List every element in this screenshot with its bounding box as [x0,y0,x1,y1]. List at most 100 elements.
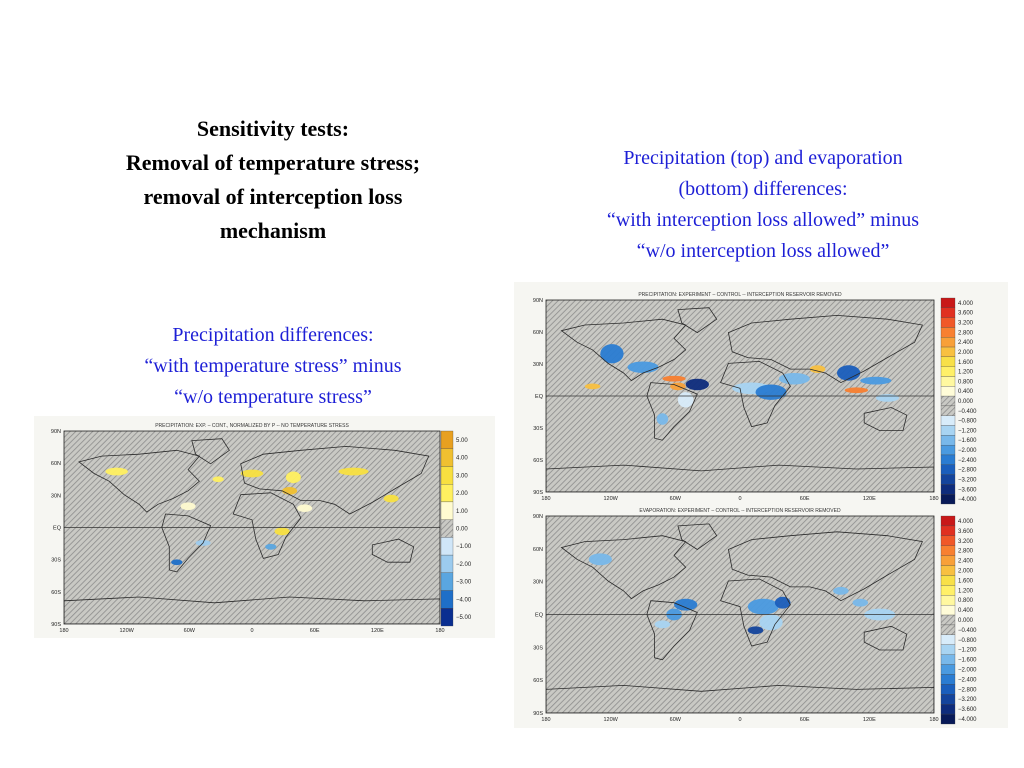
legend-swatch [440,501,454,520]
lon-tick-label: 180 [541,717,550,723]
temperature-stress-caption: Precipitation differences: “with tempera… [60,320,486,413]
anomaly-region [265,543,277,550]
legend-swatch [940,444,956,456]
legend-label: 3.00 [456,473,468,479]
anomaly-region [778,372,810,385]
coastline-australia [371,538,415,563]
legend-label: −0.400 [958,628,977,634]
anomaly-region [282,486,298,495]
legend-swatch [940,474,956,485]
lon-tick-label: 60E [310,628,320,634]
coastline-antarctica [546,684,934,713]
legend-swatch [440,519,454,538]
coastline-africa [232,492,302,559]
lon-tick-label: 60W [184,628,196,634]
anomaly-region [654,620,671,629]
anomaly-region [600,344,624,364]
legend-swatch [940,644,956,655]
coastline-north-america [78,449,201,513]
anomaly-region [860,376,892,385]
anomaly-region [588,553,612,566]
legend-label: −3.600 [958,707,977,713]
anomaly-region [584,383,601,390]
anomaly-region [274,527,290,536]
temperature-stress-precip-map: PRECIPITATION: EXP. – CONT., NORMALIZED … [34,416,495,638]
legend-swatch [440,554,454,573]
legend-label: −0.800 [958,419,977,425]
map-title: PRECIPITATION: EXPERIMENT – CONTROL -- I… [638,292,842,298]
legend-swatch [940,515,956,527]
lat-tick-label: 90N [533,298,543,304]
legend-swatch [940,674,956,685]
legend-swatch [940,595,956,606]
legend-swatch [940,307,956,318]
legend-label: 2.000 [958,568,974,574]
lat-tick-label: 60N [533,330,543,336]
map-frame [545,515,935,714]
anomaly-region [852,598,869,607]
legend-label: −1.600 [958,438,977,444]
anomaly-region [338,467,369,476]
legend-label: 0.400 [958,389,974,395]
legend-label: 2.00 [456,491,468,497]
legend-swatch [940,704,956,715]
legend-label: 4.000 [958,301,974,307]
title-line-1: Sensitivity tests: [196,116,350,141]
anomaly-region [833,586,849,595]
legend-swatch [940,327,956,338]
legend-label: −1.00 [456,544,472,550]
legend-label: −2.400 [958,677,977,683]
anomaly-region [837,365,861,381]
coastline-greenland [677,523,718,550]
legend-label: −4.000 [958,497,977,503]
lon-tick-label: 120W [603,717,618,723]
legend-swatch [440,484,454,503]
lon-tick-label: 120E [371,628,384,634]
anomaly-region [809,365,826,373]
legend-label: 1.600 [958,578,974,584]
legend-label: −2.400 [958,458,977,464]
anomaly-region [662,375,686,382]
anomaly-region [212,476,224,483]
legend-swatch [940,376,956,387]
legend-swatch [940,346,956,358]
map-title: PRECIPITATION: EXP. – CONT., NORMALIZED … [155,423,349,429]
legend-swatch [940,337,956,348]
lat-tick-label: 30S [533,645,543,651]
anomaly-region [677,392,694,408]
right-caption-line-4: “w/o interception loss allowed” [636,240,890,262]
legend-swatch [940,464,956,475]
lat-tick-label: EQ [535,613,544,619]
legend-swatch [940,604,956,616]
legend-swatch [940,484,956,495]
lon-tick-label: 120E [863,717,876,723]
legend-label: 0.00 [456,527,468,533]
lat-tick-label: 30S [51,558,61,564]
coastline-eurasia [727,531,923,602]
legend-swatch [440,466,454,485]
anomaly-region [747,626,764,635]
legend-label: −1.600 [958,658,977,664]
legend-swatch [940,494,956,505]
lon-tick-label: 0 [738,717,741,723]
legend-label: −3.600 [958,487,977,493]
legend-label: 1.600 [958,360,974,366]
lon-tick-label: 0 [250,628,253,634]
lon-tick-label: 180 [541,496,550,502]
lon-tick-label: 120E [863,496,876,502]
legend-swatch [940,454,956,465]
legend-label: 5.00 [456,438,468,444]
coastline-antarctica [546,464,934,492]
coastline-australia [863,407,908,432]
legend-swatch [440,448,454,467]
anomaly-region [285,471,301,484]
legend-label: 0.400 [958,608,974,614]
lon-tick-label: 60W [670,496,682,502]
anomaly-region [759,614,783,631]
right-caption-line-2: (bottom) differences: [678,178,848,200]
interception-evap-map: EVAPORATION: EXPERIMENT – CONTROL -- INT… [514,506,1008,728]
coastline-south-america [646,600,698,661]
legend-swatch [940,575,956,586]
legend-label: 1.200 [958,588,974,594]
legend-label: −4.000 [958,717,977,723]
